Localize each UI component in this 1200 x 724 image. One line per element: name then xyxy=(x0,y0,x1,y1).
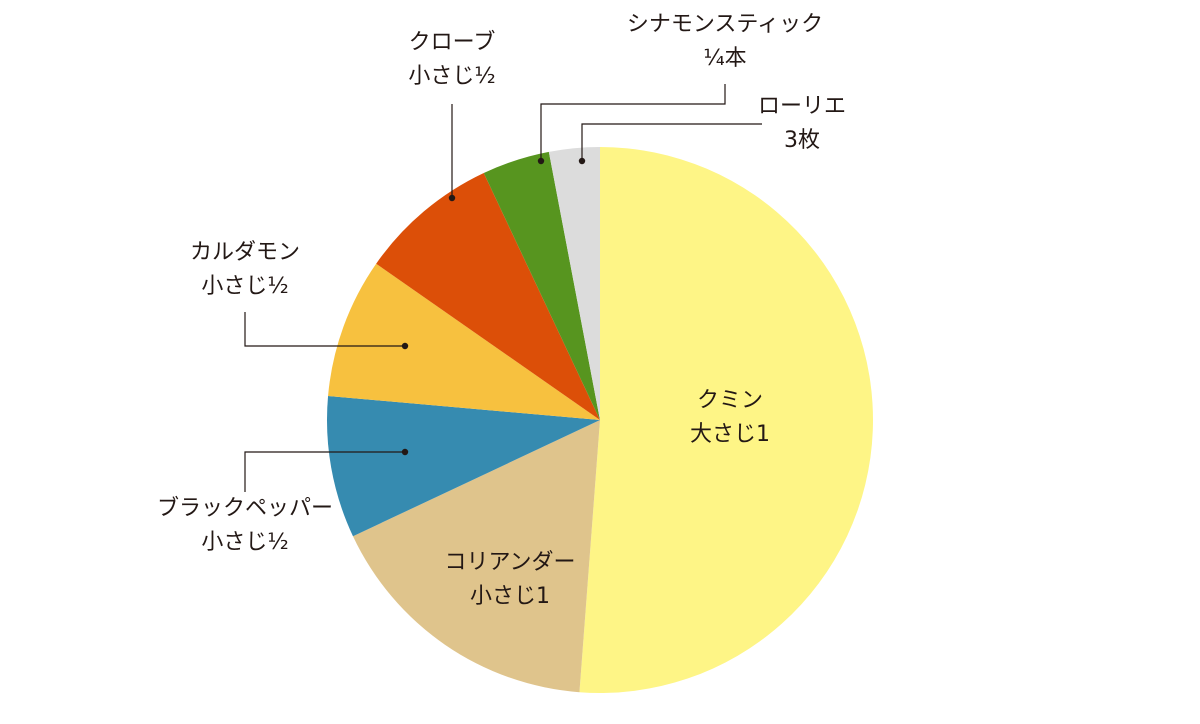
slice-name-3: ブラックペッパー xyxy=(156,496,334,521)
slice-name-1: クミン xyxy=(696,388,763,413)
leader-dot-5 xyxy=(448,194,456,202)
slice-amount-1: 大さじ1 xyxy=(690,422,770,447)
leader-dot-6 xyxy=(537,157,545,165)
slice-amount-6: ¼本 xyxy=(703,46,747,71)
slice-label-4: カルダモン小さじ½ xyxy=(190,236,300,304)
leader-dot-7 xyxy=(578,157,586,165)
slice-name-4: カルダモン xyxy=(189,240,301,265)
slice-label-2: コリアンダー 小さじ1 xyxy=(444,546,575,614)
pie-slice-6 xyxy=(483,151,600,421)
pie-slice-3 xyxy=(327,396,600,537)
leader-line-4 xyxy=(244,312,405,347)
slice-amount-3: 小さじ½ xyxy=(201,530,289,555)
pie-slice-4 xyxy=(328,263,600,420)
slice-name-2: コリアンダー xyxy=(444,550,576,575)
leader-line-6 xyxy=(540,84,726,161)
leader-line-7 xyxy=(581,123,762,161)
leader-dot-4 xyxy=(401,342,409,350)
slice-amount-4: 小さじ½ xyxy=(201,274,289,299)
slice-label-3: ブラックペッパー 小さじ½ xyxy=(157,492,333,560)
leader-line-3 xyxy=(244,451,405,492)
slice-name-5: クローブ xyxy=(408,30,496,55)
slice-name-6: シナモンスティック xyxy=(626,12,824,37)
slice-label-6: シナモンスティック ¼本 xyxy=(627,8,823,76)
slice-label-1: クミン大さじ1 xyxy=(690,384,770,452)
leader-dot-3 xyxy=(401,448,409,456)
pie-slice-1 xyxy=(579,147,873,693)
slice-amount-5: 小さじ½ xyxy=(408,64,496,89)
slice-label-7: ローリエ 3枚 xyxy=(758,90,846,158)
slice-name-7: ローリエ xyxy=(757,94,847,119)
pie-slice-2 xyxy=(352,420,600,693)
slice-amount-2: 小さじ1 xyxy=(470,584,550,609)
pie-slice-5 xyxy=(376,172,600,420)
slice-label-5: クローブ小さじ½ xyxy=(408,26,495,94)
pie-slice-7 xyxy=(548,147,600,420)
slice-amount-7: 3枚 xyxy=(783,128,820,153)
